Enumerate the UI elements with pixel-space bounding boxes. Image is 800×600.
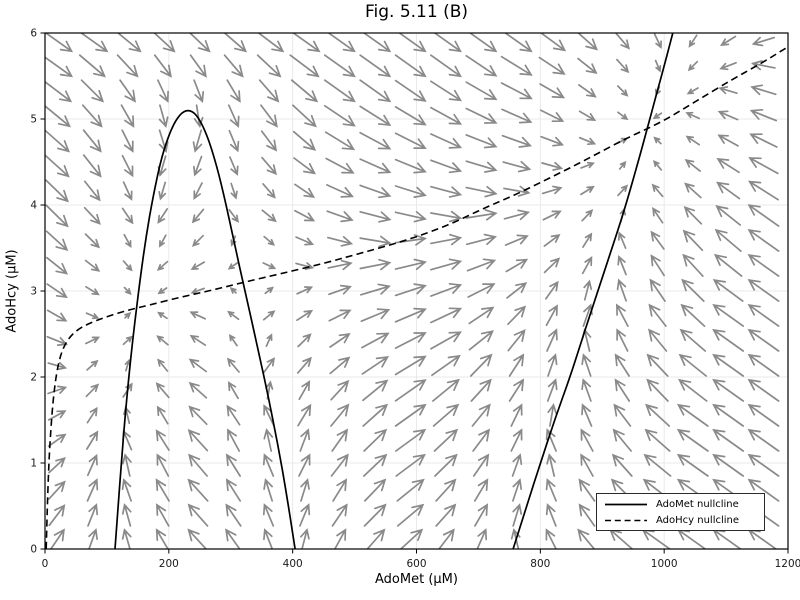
- adohcy-nullcline-curve: [45, 46, 788, 549]
- x-tick-label: 1000: [651, 558, 678, 570]
- y-tick-label: 1: [30, 458, 37, 470]
- x-tick-label: 800: [530, 558, 550, 570]
- tick-labels: 0 200 400 600 800 1000 1200 0 1 2 3 4 5 6: [30, 28, 800, 570]
- y-tick-label: 3: [30, 286, 37, 298]
- x-tick-label: 1200: [775, 558, 800, 570]
- y-tick-label: 4: [30, 200, 37, 212]
- axis-ticks: [40, 32, 789, 554]
- dashed-line-sample-icon: [605, 519, 647, 521]
- legend-label: AdoMet nullcline: [656, 498, 739, 510]
- solid-line-sample-icon: [605, 503, 647, 505]
- x-tick-label: 0: [42, 558, 49, 570]
- y-tick-label: 0: [30, 544, 37, 556]
- adomet-nullcline-curve-hump: [114, 109, 296, 549]
- legend-entry-adohcy: AdoHcy nullcline: [603, 513, 758, 528]
- legend-label: AdoHcy nullcline: [656, 514, 740, 526]
- y-tick-label: 5: [30, 114, 37, 126]
- adomet-nullcline-curve-branch: [512, 33, 674, 549]
- legend: AdoMet nullcline AdoHcy nullcline: [596, 493, 765, 531]
- legend-entry-adomet: AdoMet nullcline: [603, 497, 758, 512]
- grid-lines: [45, 33, 788, 549]
- vector-field-arrows: [45, 33, 780, 549]
- chart-title: Fig. 5.11 (B): [364, 2, 469, 22]
- x-tick-label: 600: [406, 558, 426, 570]
- x-tick-label: 400: [283, 558, 303, 570]
- y-tick-label: 6: [30, 28, 37, 40]
- x-tick-label: 200: [159, 558, 179, 570]
- x-axis-label: AdoMet (μM): [375, 572, 458, 587]
- y-tick-label: 2: [30, 372, 37, 384]
